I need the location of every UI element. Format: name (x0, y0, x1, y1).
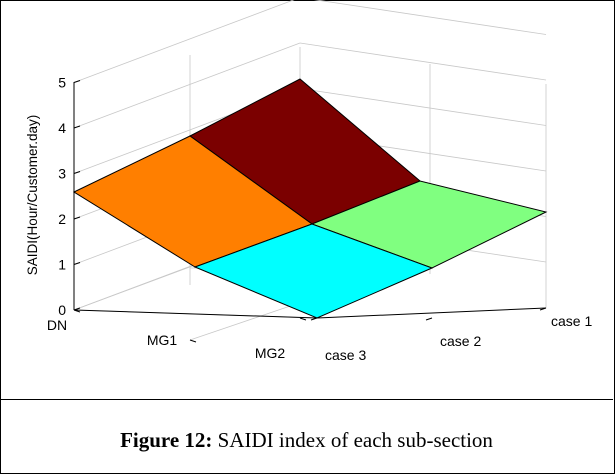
x-tick-label: DN (47, 317, 67, 333)
z-tick (73, 307, 81, 311)
z-tick-label: 3 (58, 166, 66, 182)
x-tick (73, 309, 81, 313)
y-tick-label: case 3 (325, 347, 366, 363)
chart-labels: 0 1 2 3 4 5 DN MG1 MG2 case 1 case 2 case 3 SAIDI(Ho… (25, 75, 592, 364)
y-tick (425, 317, 433, 321)
figure-caption: Figure 12: SAIDI index of each sub-secti… (0, 428, 613, 453)
caption-text: SAIDI index of each sub-section (212, 428, 493, 452)
x-tick-label: MG2 (255, 345, 286, 361)
grid-line (299, 42, 547, 81)
grid-line (299, 88, 547, 126)
surface-chart: 0 1 2 3 4 5 DN MG1 MG2 case 1 case 2 case 3 SAIDI(Ho… (25, 0, 592, 364)
surface-patches (72, 78, 548, 319)
z-tick (73, 262, 81, 265)
y-tick (539, 307, 547, 311)
x-tick (299, 317, 307, 321)
caption-label: Figure 12: (120, 428, 213, 452)
z-tick-label: 2 (58, 211, 66, 227)
grid-line (73, 42, 301, 129)
surface-patch-front (193, 223, 434, 319)
y-tick (310, 317, 318, 321)
grid-line (313, 0, 547, 35)
x-tick-label: MG1 (147, 332, 178, 348)
z-tick-label: 0 (58, 302, 66, 318)
z-tick (73, 80, 81, 83)
x-axis-line (73, 309, 318, 319)
grid-line (73, 0, 295, 83)
z-tick-label: 4 (58, 120, 66, 136)
y-tick-label: case 1 (551, 313, 592, 329)
z-tick (73, 171, 81, 174)
z-axis-label: SAIDI(Hour/Customer.day) (25, 115, 40, 276)
chart-axes (73, 80, 547, 343)
x-tick (189, 339, 197, 343)
z-tick-label: 1 (58, 257, 66, 273)
z-tick (73, 216, 81, 220)
z-tick (73, 125, 81, 129)
y-axis-line (316, 307, 547, 319)
caption-divider (0, 399, 613, 400)
y-tick-label: case 2 (440, 333, 481, 349)
z-tick-label: 5 (58, 75, 66, 91)
